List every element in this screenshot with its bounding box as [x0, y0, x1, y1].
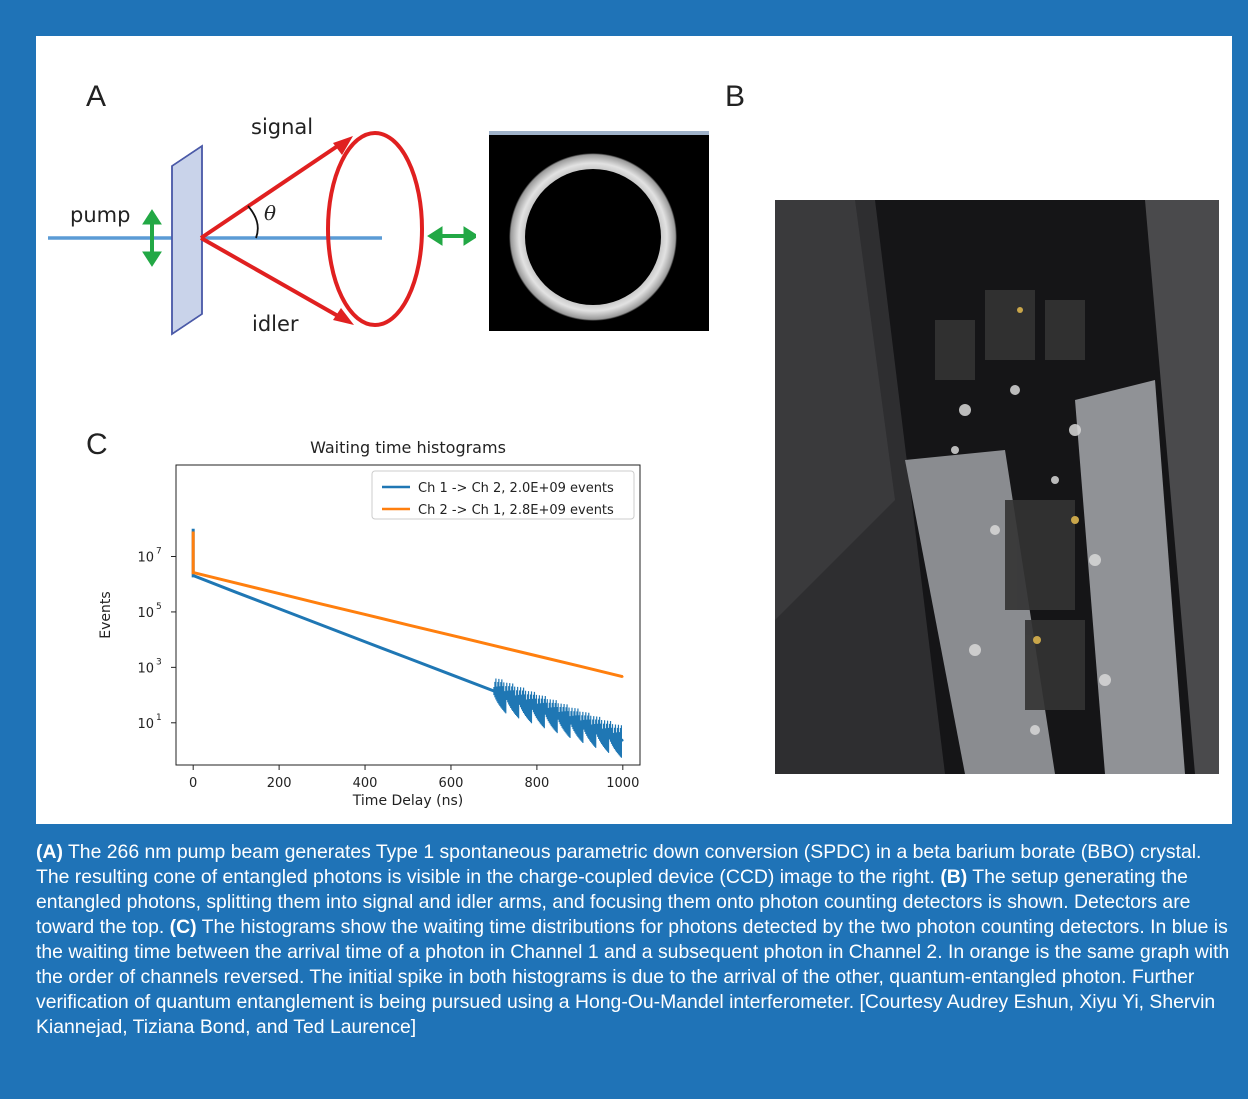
x-tick-label: 600	[439, 776, 464, 791]
x-tick-label: 0	[189, 776, 197, 791]
y-tick-exponent: 3	[156, 657, 162, 667]
panel-label-c: C	[86, 428, 108, 461]
series-2-point	[579, 665, 581, 668]
series-1-point	[622, 739, 624, 742]
caption-text-b: The setup generating the entangled photo…	[36, 866, 1191, 938]
caption-tag-c: (C)	[169, 916, 197, 938]
bbo-crystal-face	[171, 144, 203, 336]
series-2-point	[364, 613, 366, 616]
panel-label-a: A	[86, 80, 107, 113]
x-axis-label: Time Delay (ns)	[352, 793, 463, 809]
series-line-2	[191, 531, 624, 679]
x-tick-label: 400	[353, 776, 378, 791]
figure-panel: A B C pump signal idler θ	[36, 36, 1232, 824]
series-1-point	[321, 624, 323, 627]
plot-frame	[175, 464, 641, 766]
pump-label: pump	[70, 203, 130, 227]
y-tick-label: 10	[137, 606, 154, 621]
series-2-point	[536, 655, 538, 657]
caption-text-c: The histograms show the waiting time dis…	[36, 916, 1230, 1038]
cone-polarization-arrow	[427, 226, 476, 246]
idler-label: idler	[252, 312, 299, 336]
photon-cone	[326, 131, 424, 327]
theta-label: θ	[264, 201, 276, 225]
caption-tag-b: (B)	[940, 866, 968, 888]
y-tick-exponent: 5	[156, 602, 162, 612]
signal-ray	[199, 139, 347, 240]
series-1-noise-tail	[493, 678, 622, 758]
series-1-point	[235, 591, 237, 594]
theta-angle-arc	[247, 205, 259, 239]
y-tick-label: 10	[137, 661, 154, 676]
legend-entry-1: Ch 1 -> Ch 2, 2.0E+09 events	[418, 481, 614, 496]
ccd-cone-image	[489, 131, 709, 331]
x-tick-label: 800	[524, 776, 549, 791]
series-2-point	[407, 624, 409, 626]
x-tick-label: 1000	[606, 776, 639, 791]
panel-label-b: B	[725, 80, 746, 113]
idler-arrowhead	[333, 308, 354, 325]
idler-ray	[200, 236, 346, 322]
legend-entry-2: Ch 2 -> Ch 1, 2.8E+09 events	[418, 503, 614, 518]
caption-tag-a: (A)	[36, 841, 63, 863]
series-2-point	[278, 592, 280, 595]
y-tick-exponent: 7	[156, 546, 162, 556]
series-2-point	[193, 571, 195, 574]
chart-title: Waiting time histograms	[310, 438, 506, 457]
series-1-point	[278, 607, 280, 610]
series-1-point	[364, 640, 366, 643]
series-2-point	[622, 675, 624, 678]
y-tick-label: 10	[137, 550, 154, 565]
series-1-point	[450, 673, 452, 676]
x-tick-label: 200	[267, 776, 292, 791]
optical-setup-photo	[775, 200, 1219, 774]
y-axis-label: Events	[98, 591, 114, 638]
series-1-point	[407, 657, 409, 659]
signal-arrowhead	[333, 136, 353, 155]
waiting-time-chart: Waiting time histograms 0 200 400 600 800 1000…	[98, 438, 641, 809]
bbo-crystal	[171, 144, 203, 336]
caption-text-a: The 266 nm pump beam generates Type 1 sp…	[36, 841, 1202, 888]
series-2-point	[235, 582, 237, 584]
spdc-diagram: pump signal idler θ	[48, 115, 476, 336]
legend-box	[371, 470, 635, 520]
series-2-point	[493, 644, 495, 647]
figure-caption: (A) The 266 nm pump beam generates Type …	[36, 840, 1236, 1040]
pump-polarization-arrow	[142, 209, 162, 267]
series-1-point	[193, 575, 195, 577]
series-2-point	[321, 603, 323, 605]
signal-label: signal	[251, 115, 313, 139]
y-tick-label: 10	[137, 717, 154, 732]
series-2-point	[450, 634, 452, 636]
y-tick-exponent: 1	[156, 713, 162, 723]
